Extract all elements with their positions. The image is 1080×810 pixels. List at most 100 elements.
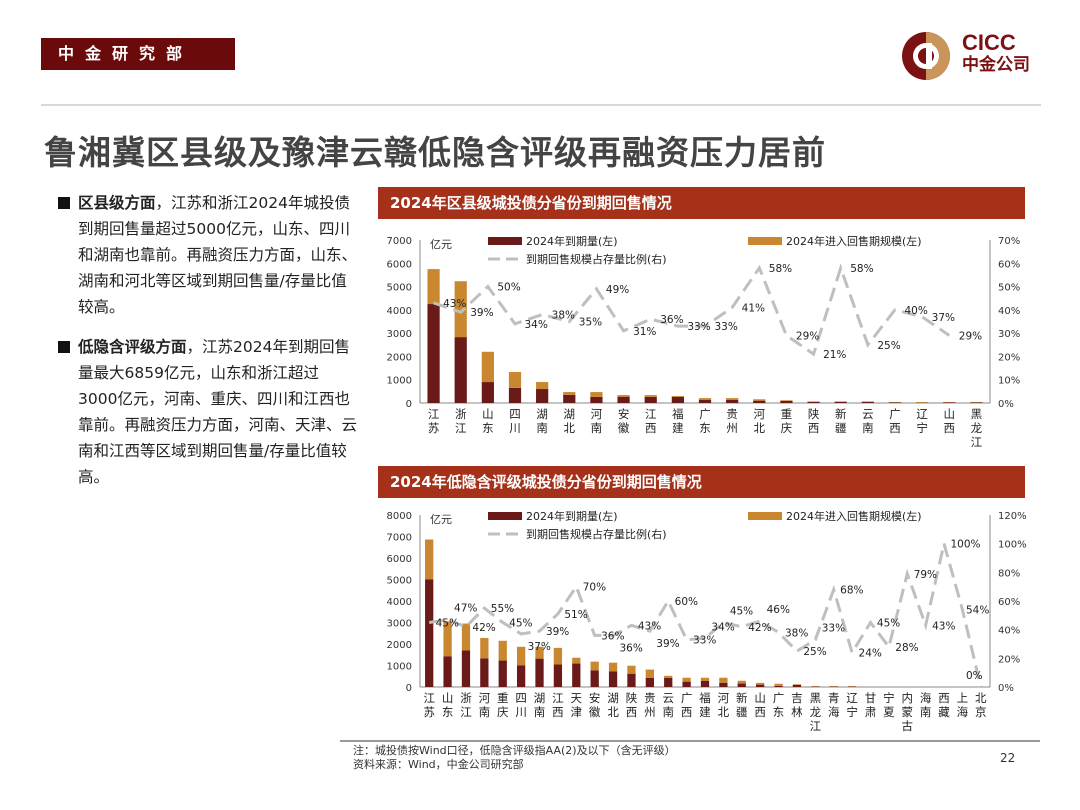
bar-maturity (756, 684, 765, 687)
bar-putback (726, 398, 739, 400)
x-tick-label: 南 (920, 705, 932, 719)
x-tick-label: 甘 (865, 691, 877, 705)
y-tick-label: 4000 (387, 597, 412, 608)
x-tick-label: 宁 (916, 421, 928, 435)
x-tick-label: 龙 (971, 421, 983, 435)
x-tick-label: 福 (672, 407, 684, 421)
ratio-data-label: 58% (850, 263, 873, 275)
bar-putback (671, 396, 684, 397)
x-tick-label: 西 (681, 705, 693, 719)
legend-label: 2024年进入回售期规模(左) (786, 234, 922, 248)
bar-putback (572, 657, 581, 664)
bar-maturity (627, 673, 636, 687)
y-tick-label: 1000 (387, 376, 412, 387)
bar-maturity (753, 400, 766, 403)
x-tick-label: 吉 (791, 691, 803, 705)
bar-putback (627, 665, 636, 674)
x-tick-label: 江 (971, 435, 983, 449)
ratio-data-label: 100% (950, 539, 980, 551)
ratio-data-label: 34% (525, 319, 548, 331)
x-tick-label: 西 (889, 421, 901, 435)
x-tick-label: 南 (479, 705, 491, 719)
ratio-data-label: 33% (715, 321, 738, 333)
page-number: 22 (1000, 751, 1016, 765)
bar-putback (780, 400, 793, 401)
note-text: 注：城投债按Wind口径，低隐含评级指AA(2)及以下（含无评级） (353, 744, 676, 757)
x-tick-label: 江 (645, 407, 657, 421)
bar-putback (737, 680, 746, 684)
ratio-data-label: 49% (606, 284, 629, 296)
bar-putback (563, 392, 576, 395)
bar-putback (516, 646, 526, 666)
bar-maturity (807, 401, 820, 403)
bar-maturity (590, 396, 603, 403)
y-tick-label: 5000 (387, 283, 412, 294)
ratio-data-label: 54% (966, 605, 989, 617)
ratio-data-label: 37% (932, 312, 955, 324)
bar-putback (454, 281, 467, 338)
x-tick-label: 海 (828, 705, 840, 719)
ratio-data-label: 33% (822, 623, 845, 635)
y-tick-label: 4000 (387, 306, 412, 317)
x-tick-label: 江 (428, 407, 440, 421)
bar-maturity (861, 401, 874, 403)
y2-tick-label: 60% (998, 597, 1020, 608)
bar-putback (443, 621, 452, 657)
ratio-data-label: 39% (546, 626, 569, 638)
x-tick-label: 徽 (618, 421, 630, 435)
bar-putback (698, 398, 712, 400)
x-tick-label: 东 (442, 705, 454, 719)
bar-maturity (535, 658, 544, 687)
ratio-data-label: 79% (914, 569, 937, 581)
x-tick-label: 北 (718, 705, 730, 719)
x-tick-label: 南 (536, 421, 548, 435)
ratio-data-label: 42% (748, 622, 771, 634)
ratio-data-label: 34% (711, 621, 734, 633)
bar-maturity (454, 337, 467, 403)
y-tick-label: 3000 (387, 329, 412, 340)
x-tick-label: 湖 (564, 407, 576, 421)
x-tick-label: 东 (699, 421, 711, 435)
x-tick-label: 西 (552, 705, 564, 719)
ratio-data-label: 29% (796, 330, 819, 342)
bar-putback (535, 646, 544, 659)
ratio-data-label: 0% (966, 670, 983, 682)
bar-putback (664, 675, 673, 678)
x-tick-label: 徽 (589, 705, 601, 719)
bullet-square-icon (58, 341, 70, 353)
x-tick-label: 山 (482, 407, 494, 421)
y-tick-label: 7000 (387, 236, 412, 247)
x-tick-label: 北 (607, 705, 619, 719)
y2-tick-label: 0% (998, 683, 1014, 694)
ratio-data-label: 36% (620, 642, 643, 654)
chart1-svg: 0 1000 2000 3000 4000 5000 6000 7000 0% 10% 20% 30%… (387, 234, 1021, 449)
x-tick-label: 蒙 (902, 705, 914, 719)
ratio-data-label: 40% (905, 305, 928, 317)
bar-maturity (644, 396, 657, 403)
x-tick-label: 州 (644, 705, 656, 719)
bar-maturity (480, 658, 489, 687)
y2-tick-label: 20% (998, 352, 1020, 363)
x-tick-label: 龙 (810, 705, 822, 719)
ratio-data-label: 45% (877, 618, 900, 630)
y-tick-label: 0 (406, 683, 412, 694)
x-tick-label: 辽 (916, 407, 928, 421)
ratio-data-label: 31% (633, 326, 656, 338)
x-tick-label: 新 (835, 407, 847, 421)
ratio-data-label: 36% (601, 630, 624, 642)
ratio-data-label: 43% (932, 620, 955, 632)
x-tick-label: 苏 (423, 705, 435, 719)
logo-cn: 中金公司 (962, 55, 1030, 74)
x-tick-label: 南 (862, 421, 874, 435)
bar-putback (916, 402, 929, 403)
bar-maturity (645, 677, 654, 687)
bar-putback (645, 669, 654, 678)
ratio-data-label: 58% (769, 263, 792, 275)
ratio-data-label: 51% (564, 609, 587, 621)
ratio-data-label: 36% (660, 314, 683, 326)
y2-tick-label: 70% (998, 236, 1020, 247)
x-tick-label: 重 (781, 407, 793, 421)
x-tick-label: 林 (791, 705, 803, 719)
x-tick-label: 湖 (536, 407, 548, 421)
bar-maturity (498, 660, 507, 687)
